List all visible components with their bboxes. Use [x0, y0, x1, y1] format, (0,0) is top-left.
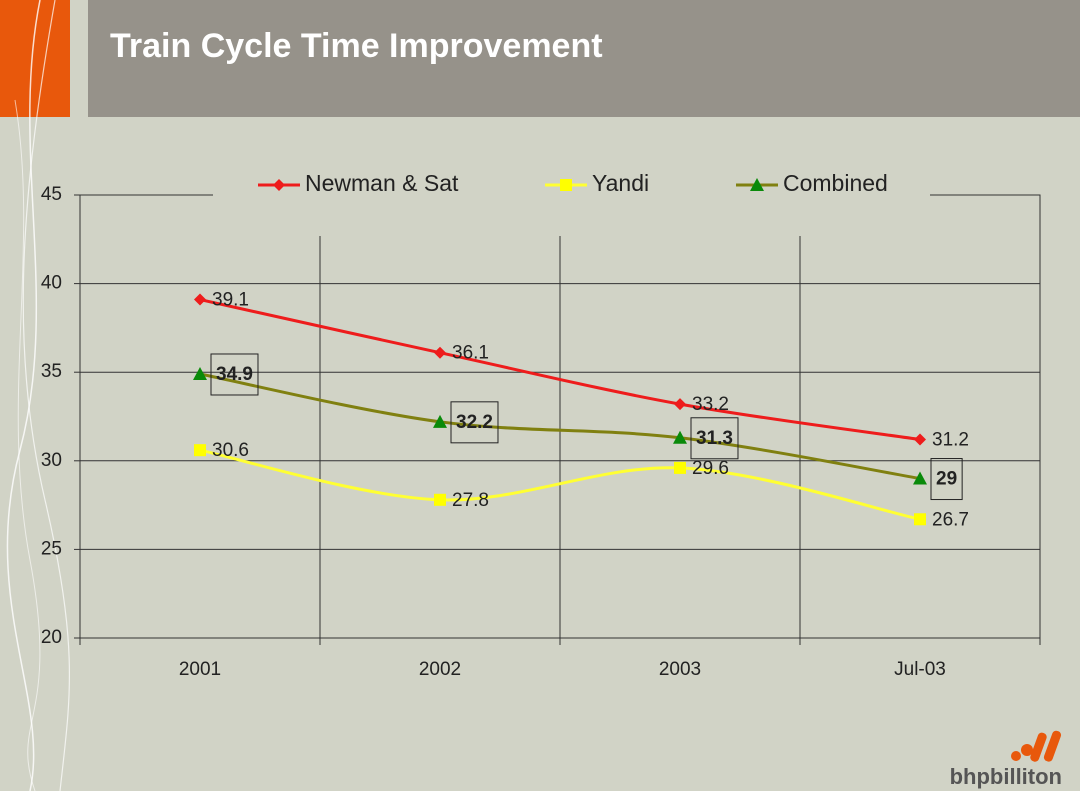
- marker-triangle: [193, 366, 207, 380]
- data-label: 30.6: [212, 440, 249, 461]
- y-tick-label: 45: [41, 184, 62, 205]
- data-label-box: [210, 353, 259, 396]
- marker-diamond: [273, 179, 285, 191]
- y-tick-label: 40: [41, 273, 62, 294]
- data-label: 29: [936, 469, 957, 490]
- logo-bar: [1030, 732, 1047, 762]
- y-tick-label: 20: [41, 627, 62, 648]
- marker-square: [434, 493, 446, 506]
- series-line: [199, 298, 921, 442]
- logo-text: bhpbilliton: [950, 764, 1062, 789]
- data-label: 34.9: [216, 364, 253, 385]
- header-bar: [88, 0, 1080, 117]
- logo: bhpbilliton: [950, 730, 1062, 789]
- marker-triangle: [673, 430, 687, 444]
- logo-dot: [1011, 751, 1021, 761]
- data-label-box: [930, 458, 963, 501]
- data-label: 26.7: [932, 509, 969, 530]
- data-label-box: [690, 417, 739, 460]
- marker-square: [560, 179, 572, 191]
- series-line: [199, 372, 921, 480]
- data-label: 33.2: [692, 394, 729, 415]
- data-label: 27.8: [452, 490, 489, 511]
- chart: 20 25 30 35 40 45 2001 2002 2003 Jul-03 39.1 36.1 33…: [41, 163, 1041, 680]
- y-tick-label: 30: [41, 450, 62, 471]
- logo-bar: [1043, 730, 1062, 762]
- legend-label: Combined: [783, 170, 888, 196]
- y-tick-label: 35: [41, 361, 62, 382]
- data-label: 31.3: [696, 428, 733, 449]
- slide-title: Train Cycle Time Improvement: [110, 27, 603, 65]
- marker-diamond: [914, 433, 926, 446]
- series-line: [199, 448, 921, 521]
- marker-square: [194, 444, 206, 457]
- logo-dot: [1021, 744, 1033, 756]
- data-label-box: [450, 401, 499, 444]
- decor-curve: [6, 0, 41, 791]
- marker-triangle: [750, 178, 764, 191]
- decor-curve: [22, 0, 70, 791]
- marker-diamond: [434, 346, 446, 359]
- marker-square: [674, 461, 686, 474]
- y-tick-label: 25: [41, 538, 62, 559]
- data-label: 29.6: [692, 458, 729, 479]
- data-label: 32.2: [456, 412, 493, 433]
- data-label: 31.2: [932, 430, 969, 451]
- legend-label: Yandi: [592, 170, 649, 196]
- accent-block: [0, 0, 70, 117]
- data-label: 39.1: [212, 290, 249, 311]
- marker-triangle: [433, 414, 447, 428]
- marker-diamond: [194, 293, 206, 306]
- x-tick-label: 2001: [179, 659, 221, 680]
- x-tick-label: 2003: [659, 659, 701, 680]
- x-tick-label: Jul-03: [894, 659, 946, 680]
- decor-curve: [14, 99, 41, 791]
- marker-square: [914, 513, 926, 526]
- legend-label: Newman & Sat: [305, 170, 459, 196]
- data-label: 36.1: [452, 343, 489, 364]
- marker-diamond: [674, 398, 686, 411]
- marker-triangle: [913, 471, 927, 485]
- x-tick-label: 2002: [419, 659, 461, 680]
